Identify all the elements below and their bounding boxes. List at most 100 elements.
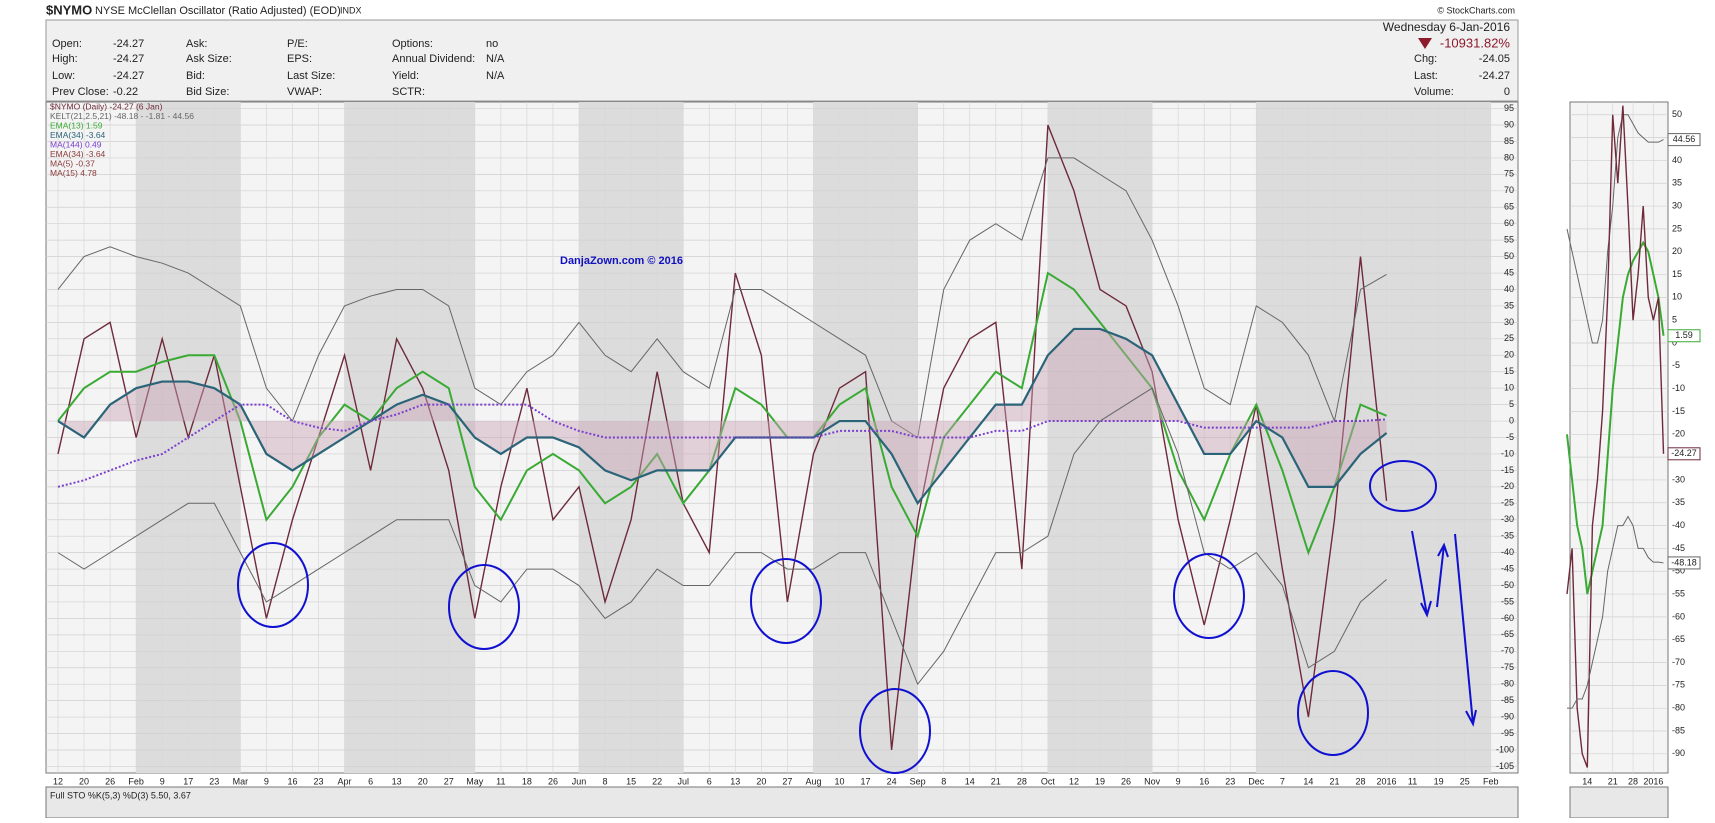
field-label: Low:: [52, 70, 75, 82]
y-tick-label: 45: [1504, 267, 1514, 277]
x-tick-label: 16: [1199, 776, 1209, 786]
x-tick-label: Jun: [572, 776, 587, 786]
value-box-label: 1.59: [1675, 330, 1693, 340]
y-tick-label: 55: [1504, 235, 1514, 245]
y-tick-label: 95: [1504, 103, 1514, 113]
y-tick-label: 90: [1504, 119, 1514, 129]
field-label: Prev Close:: [52, 86, 109, 98]
value-box: [1667, 133, 1701, 147]
y-tick-label: -85: [1672, 725, 1685, 735]
x-tick-label: 2016: [1377, 776, 1397, 786]
x-tick-label: 8: [941, 776, 946, 786]
zoom-indicator-panel: [1569, 786, 1669, 819]
down-arrow: [1418, 38, 1432, 49]
y-tick-label: 5: [1672, 315, 1677, 325]
y-tick-label: -30: [1501, 514, 1514, 524]
x-tick-label: 10: [834, 776, 844, 786]
y-tick-label: 30: [1672, 200, 1682, 210]
y-tick-label: -15: [1501, 465, 1514, 475]
x-tick-label: 26: [105, 776, 115, 786]
y-tick-label: -20: [1501, 481, 1514, 491]
field-value: no: [486, 38, 498, 50]
circle: [1297, 670, 1369, 756]
y-tick-label: -10: [1672, 383, 1685, 393]
y-tick-label: 85: [1504, 136, 1514, 146]
credit: © StockCharts.com: [1437, 5, 1515, 15]
x-tick-label: Mar: [233, 776, 249, 786]
y-tick-label: -35: [1501, 531, 1514, 541]
field-label: Options:: [392, 38, 433, 50]
legend-entry: EMA(34) -3.64: [50, 130, 106, 140]
y-tick-label: 65: [1504, 202, 1514, 212]
x-tick-label: 6: [707, 776, 712, 786]
field-label: Annual Dividend:: [392, 53, 475, 65]
x-tick-label: 23: [209, 776, 219, 786]
x-tick-label: Oct: [1041, 776, 1056, 786]
y-tick-label: -35: [1672, 497, 1685, 507]
legend-entry: KELT(21,2.5,21) -48.18 - -1.81 - 44.56: [50, 111, 194, 121]
x-tick-label: 11: [1408, 776, 1417, 786]
y-tick-label: -5: [1506, 432, 1514, 442]
x-tick-label: 17: [183, 776, 193, 786]
y-tick-label: 40: [1504, 284, 1514, 294]
legend-entry: MA(15) 4.78: [50, 168, 97, 178]
field-label: Last Size:: [287, 70, 335, 82]
y-tick-label: -45: [1672, 543, 1685, 553]
y-tick-label: -10: [1501, 448, 1514, 458]
y-tick-label: -40: [1501, 547, 1514, 557]
symbol: $NYMO: [46, 2, 92, 17]
exchange: INDX: [340, 5, 362, 15]
field-label: Yield:: [392, 70, 419, 82]
series-line: [57, 327, 1388, 506]
change-pct: -10931.82%: [1440, 35, 1511, 50]
y-tick-label: -95: [1501, 728, 1514, 738]
y-tick-label: -75: [1672, 680, 1685, 690]
y-tick-label: -45: [1501, 563, 1514, 573]
quote-label: Chg:: [1414, 53, 1437, 65]
field-label: Bid Size:: [186, 86, 229, 98]
x-tick-label: 21: [1329, 776, 1339, 786]
y-tick-label: -55: [1501, 596, 1514, 606]
field-label: SCTR:: [392, 86, 425, 98]
x-tick-label: 9: [264, 776, 269, 786]
x-tick-label: 12: [1069, 776, 1079, 786]
y-tick-label: -90: [1501, 711, 1514, 721]
series-line: [1566, 240, 1665, 595]
value-box-label: -48.18: [1671, 557, 1697, 567]
x-tick-label: Aug: [805, 776, 821, 786]
y-tick-label: -30: [1672, 474, 1685, 484]
x-tick-label: 14: [965, 776, 975, 786]
x-tick-label: Feb: [128, 776, 144, 786]
date: Wednesday 6-Jan-2016: [1383, 20, 1511, 34]
ema-area: [58, 328, 1387, 504]
y-tick-label: 60: [1504, 218, 1514, 228]
y-tick-label: -70: [1672, 657, 1685, 667]
x-tick-label: 21: [1608, 776, 1618, 786]
indicator-panel: [45, 786, 1519, 819]
quote-value: -24.27: [1479, 70, 1510, 82]
x-tick-label: 28: [1628, 776, 1638, 786]
series-line: [1566, 114, 1664, 344]
y-tick-label: 15: [1504, 366, 1514, 376]
field-label: Open:: [52, 38, 82, 50]
y-tick-label: -15: [1672, 406, 1685, 416]
y-tick-label: -65: [1501, 629, 1514, 639]
x-tick-label: Apr: [338, 776, 352, 786]
x-tick-label: Sep: [910, 776, 926, 786]
y-tick-label: -75: [1501, 662, 1514, 672]
y-tick-label: -60: [1501, 613, 1514, 623]
legend-entry: $NYMO (Daily) -24.27 (6 Jan): [50, 101, 163, 111]
y-tick-label: -70: [1501, 646, 1514, 656]
annotation: DanjaZown.com © 2016: [560, 255, 683, 267]
y-tick-label: -100: [1496, 744, 1514, 754]
x-tick-label: May: [466, 776, 484, 786]
x-tick-label: 23: [313, 776, 323, 786]
x-tick-label: 13: [392, 776, 402, 786]
x-tick-label: 26: [1121, 776, 1131, 786]
x-tick-label: 19: [1434, 776, 1444, 786]
y-tick-label: 15: [1672, 269, 1682, 279]
y-tick-label: -65: [1672, 634, 1685, 644]
series-line: [57, 157, 1387, 439]
field-value: N/A: [486, 53, 505, 65]
y-tick-label: 30: [1504, 317, 1514, 327]
